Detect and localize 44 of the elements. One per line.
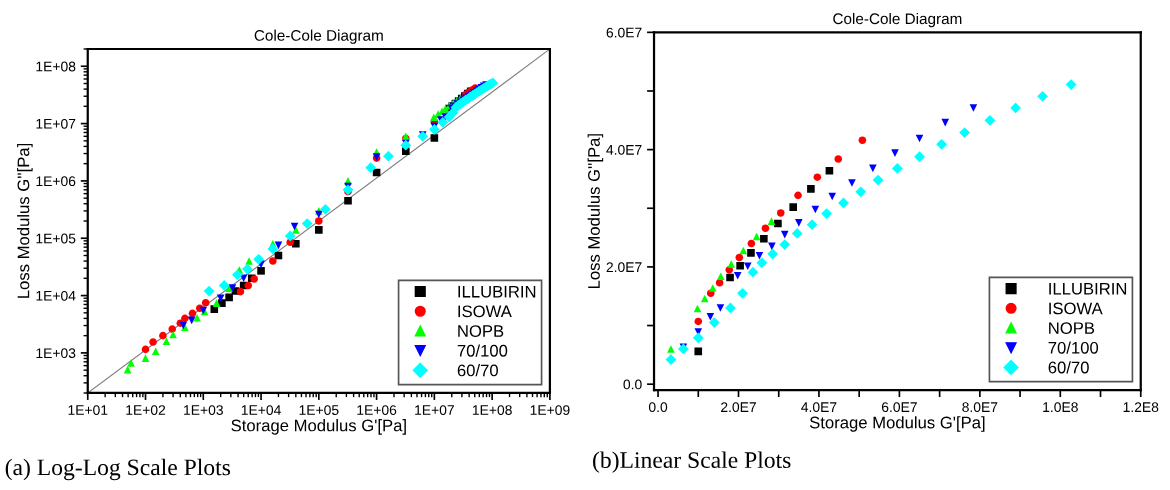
y-tick-label: 1E+08 bbox=[36, 61, 76, 72]
text: (a) Log-Log Scale Plots bbox=[5, 458, 231, 481]
y-tick-label: 1E+05 bbox=[36, 233, 76, 244]
y-tick-label: 1E+04 bbox=[36, 290, 76, 301]
legend-label: 70/100 bbox=[1048, 341, 1099, 354]
y-axis-title: Loss Modulus G''[Pa] bbox=[17, 143, 33, 298]
legend-label: NOPB bbox=[458, 325, 504, 337]
x-tick-label: 1E+04 bbox=[241, 405, 281, 415]
legend-label: 60/70 bbox=[1048, 361, 1089, 374]
chart-title: Cole-Cole Diagram bbox=[254, 29, 383, 44]
x-axis-title: Storage Modulus G'[Pa] bbox=[809, 416, 985, 432]
text: (b)Linear Scale Plots bbox=[593, 451, 791, 473]
chart-title: Cole-Cole Diagram bbox=[833, 12, 962, 28]
y-tick-label: 2.0E7 bbox=[606, 262, 642, 273]
x-tick-label: 2.0E7 bbox=[721, 402, 756, 413]
x-tick-label: 1E+05 bbox=[299, 405, 339, 415]
y-tick-label: 0.0 bbox=[623, 379, 642, 390]
x-tick-label: 1E+06 bbox=[357, 405, 397, 415]
y-tick-label: 6.0E7 bbox=[606, 27, 642, 38]
x-tick-label: 1E+07 bbox=[415, 405, 454, 415]
x-tick-label: 1E+03 bbox=[184, 405, 223, 415]
legend-label: ISOWA bbox=[1049, 302, 1103, 315]
x-tick-label: 4.0E7 bbox=[801, 402, 837, 413]
x-tick-label: 1.2E8 bbox=[1123, 402, 1159, 413]
x-tick-label: 1E+09 bbox=[530, 405, 570, 415]
legend-label: 60/70 bbox=[457, 364, 498, 377]
x-tick-label: 6.0E7 bbox=[881, 402, 917, 413]
legend-label: 70/100 bbox=[457, 344, 508, 357]
x-axis-title: Storage Modulus G'[Pa] bbox=[231, 419, 406, 435]
y-tick-label: 1E+06 bbox=[36, 176, 76, 187]
x-tick-label: 0.0 bbox=[648, 402, 668, 413]
legend-label: ILLUBIRIN bbox=[458, 285, 536, 298]
x-tick-label: 1E+08 bbox=[472, 405, 512, 415]
y-tick-label: 4.0E7 bbox=[606, 144, 642, 155]
y-tick-label: 1E+07 bbox=[36, 118, 76, 129]
legend-label: NOPB bbox=[1049, 322, 1095, 335]
x-tick-label: 1E+01 bbox=[68, 405, 108, 415]
y-axis-title: Loss Modulus G''[Pa] bbox=[587, 134, 604, 289]
x-tick-label: 8.0E7 bbox=[962, 402, 998, 413]
legend-label: ISOWA bbox=[458, 305, 512, 318]
y-tick-label: 1E+03 bbox=[36, 348, 76, 359]
x-tick-label: 1.0E8 bbox=[1043, 402, 1078, 413]
legend-label: ILLUBIRIN bbox=[1049, 282, 1127, 295]
x-tick-label: 1E+02 bbox=[126, 405, 166, 415]
